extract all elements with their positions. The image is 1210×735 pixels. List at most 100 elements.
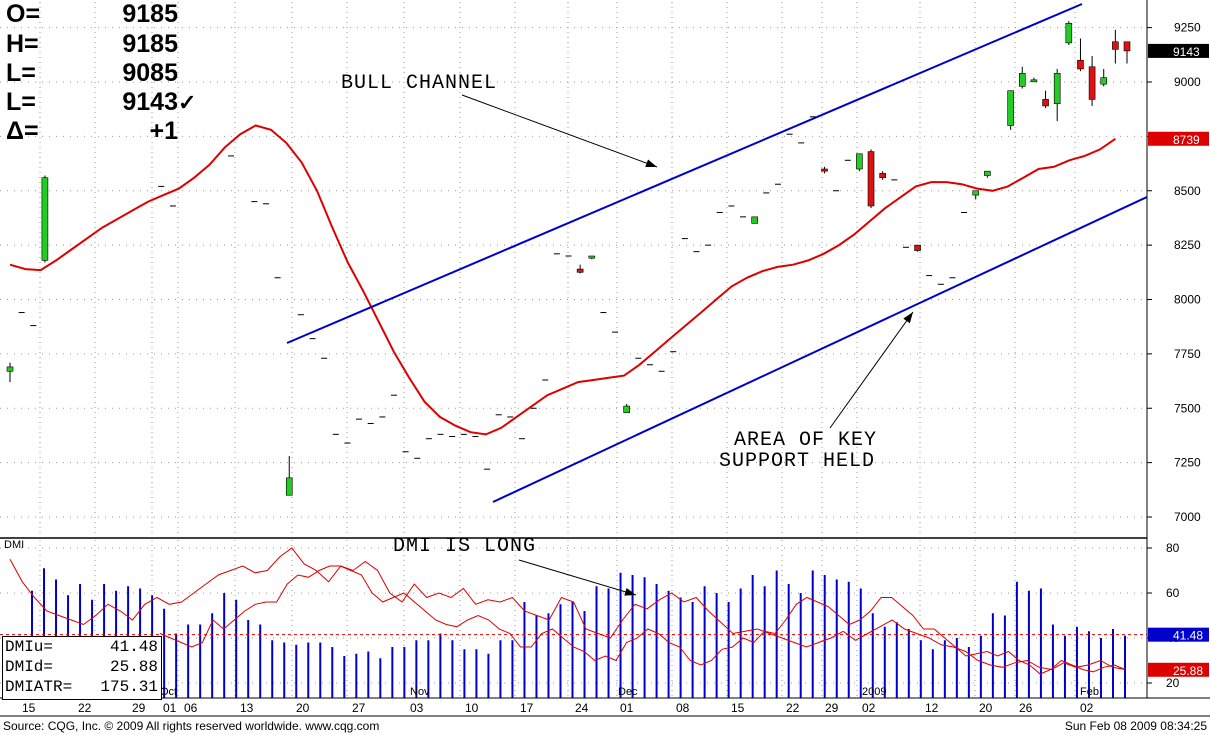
candle-up — [1018, 73, 1026, 87]
bull-channel-arrow-head — [645, 159, 657, 167]
x-tick-label: 20 — [979, 701, 993, 715]
dmi-down-label: 25.88 — [1173, 664, 1203, 678]
candle-down — [914, 244, 921, 251]
x-tick-label: 29 — [132, 701, 146, 715]
ohlc-change: Δ= +1 — [6, 117, 178, 145]
x-month-label: Dec — [618, 686, 638, 698]
y-tick-label: 7000 — [1174, 510, 1201, 524]
y-tick-label: 9250 — [1174, 21, 1201, 35]
candle-up — [751, 216, 758, 224]
grid-dots — [0, 2, 1147, 698]
last-price-label: 9143 — [1173, 45, 1200, 59]
y-tick-label: 7500 — [1174, 401, 1201, 415]
dmi-panel-label: DMI — [4, 539, 25, 551]
candle-down — [1077, 59, 1084, 70]
x-tick-label: 26 — [1019, 701, 1033, 715]
x-tick-label: 17 — [520, 701, 534, 715]
candle-up — [41, 177, 49, 261]
candle-down — [1123, 41, 1131, 52]
y-tick-label: 20 — [1166, 676, 1180, 690]
x-month-label: Nov — [410, 686, 430, 698]
ohlc-high: H= 9185 — [6, 30, 178, 58]
candle-up — [972, 190, 980, 196]
last-price-label-bg — [1148, 43, 1209, 58]
candle-up — [856, 153, 863, 170]
ma-price-label-bg — [1148, 131, 1209, 146]
y-tick-label: 8500 — [1174, 184, 1201, 198]
y-tick-label: 80 — [1166, 541, 1180, 555]
x-tick-label: 15 — [731, 701, 745, 715]
x-tick-label: 13 — [240, 701, 254, 715]
x-tick-label: 01 — [620, 701, 634, 715]
x-tick-label: 15 — [22, 701, 36, 715]
dmi-readout: DMIu= 41.48 DMId= 25.88 DMIATR= 175.31 — [2, 636, 162, 700]
y-tick-label: 7750 — [1174, 347, 1201, 361]
bull-channel — [286, 3, 1148, 503]
candle-down — [1112, 41, 1119, 50]
ohlc-open: O= 9185 — [6, 0, 178, 28]
x-month-label: 2009 — [862, 686, 886, 698]
candle-down — [821, 168, 828, 172]
candle-down — [1088, 66, 1096, 100]
candle-down — [576, 268, 584, 273]
x-tick-label: 29 — [825, 701, 839, 715]
x-tick-label: 08 — [676, 701, 690, 715]
x-tick-label: 02 — [1080, 701, 1094, 715]
y-tick-label: 7250 — [1174, 456, 1201, 470]
channel-upper-line — [286, 3, 1083, 344]
x-tick-label: 20 — [296, 701, 310, 715]
candles — [6, 21, 1131, 496]
channel-lower-line — [492, 196, 1148, 503]
dmi-atr-readout: DMIATR= 175.31 — [5, 678, 158, 696]
candle-down — [867, 151, 875, 207]
y-tick-label: 8250 — [1174, 238, 1201, 252]
candle-up — [6, 366, 14, 372]
x-tick-label: 02 — [862, 701, 876, 715]
ohlc-low: L= 9085 — [6, 59, 178, 87]
dmi-long-label: DMI IS LONG — [393, 535, 537, 558]
x-tick-label: 06 — [184, 701, 198, 715]
dmi-up-label: 41.48 — [1173, 629, 1203, 643]
support-label-line2: SUPPORT HELD — [719, 450, 876, 473]
dmi-secondary-line — [159, 565, 1126, 675]
dmi-down-readout: DMId= 25.88 — [5, 658, 158, 676]
x-month-label: Oct — [160, 686, 177, 698]
x-tick-label: 22 — [786, 701, 800, 715]
candle-up — [984, 170, 991, 176]
axes: 9250900087508500825080007750750072507000… — [0, 0, 1210, 717]
y-tick-label: 9000 — [1174, 75, 1201, 89]
x-tick-label: 24 — [575, 701, 589, 715]
x-tick-label: 12 — [925, 701, 939, 715]
dmi-up-readout: DMIu= 41.48 — [5, 638, 158, 656]
bull-channel-label: BULL CHANNEL — [341, 72, 498, 95]
x-tick-label: 10 — [465, 701, 479, 715]
moving-average — [9, 124, 1116, 436]
dmi-arrow-head — [624, 588, 636, 596]
x-tick-label: 01 — [163, 701, 177, 715]
y-tick-label: 8000 — [1174, 293, 1201, 307]
x-month-label: Feb — [1080, 686, 1099, 698]
candle-up — [1030, 79, 1038, 83]
x-tick-label: 03 — [410, 701, 424, 715]
candle-up — [623, 405, 630, 413]
x-tick-label: 27 — [352, 701, 366, 715]
dmi-down-line — [9, 547, 1126, 671]
candle-up — [1065, 22, 1073, 44]
candle-up — [1100, 77, 1108, 85]
dmi-down-label-bg — [1148, 662, 1209, 677]
support-label-line1: AREA OF KEY — [734, 429, 878, 452]
candle-down — [879, 173, 886, 179]
y-tick-label: 60 — [1166, 586, 1180, 600]
candle-up — [285, 477, 293, 496]
bull-channel-arrow — [461, 94, 658, 168]
dmi-arrow — [518, 559, 637, 596]
candle-up — [1007, 90, 1014, 126]
candle-up — [1053, 73, 1061, 105]
support-arrow — [829, 311, 914, 429]
dmi-up-label-bg — [1148, 627, 1209, 642]
annotation-arrows — [461, 94, 914, 596]
ohlc-last: L= 9143✓ — [6, 88, 197, 116]
support-arrow-head — [903, 312, 913, 324]
ma-price-label: 8739 — [1173, 133, 1200, 147]
